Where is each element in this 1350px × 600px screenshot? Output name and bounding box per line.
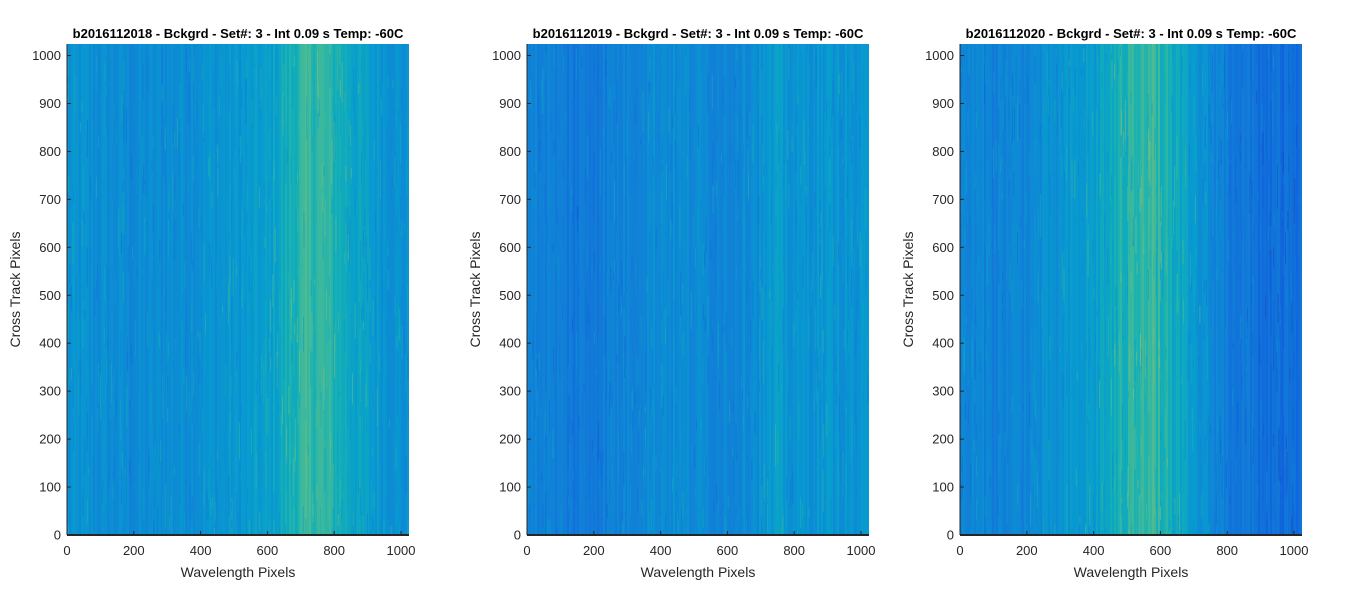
x-tick-label: 400 (190, 543, 212, 558)
x-tick-label: 200 (1016, 543, 1038, 558)
x-tick-label: 200 (583, 543, 605, 558)
x-tick-label: 0 (523, 543, 530, 558)
chart-title: b2016112020 - Bckgrd - Set#: 3 - Int 0.0… (966, 26, 1297, 41)
chart-panel-2: 0 200 400 600 800 1000 0 100 200 300 400 500 600 700 8… (467, 26, 875, 580)
x-axis-label: Wavelength Pixels (181, 564, 296, 580)
chart-title: b2016112018 - Bckgrd - Set#: 3 - Int 0.0… (73, 26, 404, 41)
y-tick-label: 0 (514, 528, 521, 543)
x-axis-label: Wavelength Pixels (641, 564, 756, 580)
y-tick-label: 800 (499, 144, 521, 159)
x-axis-label: Wavelength Pixels (1074, 564, 1189, 580)
y-tick-label: 500 (499, 288, 521, 303)
heatmap-image (960, 44, 1302, 535)
y-tick-label: 800 (932, 144, 954, 159)
y-tick-label: 0 (947, 528, 954, 543)
x-tick-label: 0 (63, 543, 70, 558)
x-tick-label: 800 (783, 543, 805, 558)
y-tick-label: 200 (932, 432, 954, 447)
y-tick-label: 700 (499, 192, 521, 207)
y-tick-label: 900 (39, 96, 61, 111)
x-tick-label: 600 (257, 543, 279, 558)
x-tick-label: 1000 (1280, 543, 1309, 558)
chart-panel-3: 0 200 400 600 800 1000 0 100 200 300 400 500 600 700 8… (900, 26, 1308, 580)
y-tick-label: 800 (39, 144, 61, 159)
x-tick-label: 1000 (847, 543, 876, 558)
y-tick-label: 1000 (925, 48, 954, 63)
y-axis-label: Cross Track Pixels (900, 232, 916, 348)
x-tick-label: 400 (1083, 543, 1105, 558)
y-tick-label: 400 (499, 336, 521, 351)
y-tick-label: 1000 (32, 48, 61, 63)
y-tick-label: 100 (39, 480, 61, 495)
y-tick-label: 200 (39, 432, 61, 447)
y-tick-label: 1000 (492, 48, 521, 63)
chart-panel-1: 0 200 400 600 800 1000 0 100 200 300 400 500 600 700 8… (7, 26, 415, 580)
y-tick-label: 200 (499, 432, 521, 447)
x-tick-label: 600 (1150, 543, 1172, 558)
y-tick-label: 700 (39, 192, 61, 207)
y-tick-label: 900 (932, 96, 954, 111)
x-tick-label: 1000 (387, 543, 416, 558)
y-tick-label: 100 (499, 480, 521, 495)
x-tick-label: 600 (717, 543, 739, 558)
y-tick-label: 300 (499, 384, 521, 399)
y-tick-label: 600 (932, 240, 954, 255)
y-tick-label: 400 (39, 336, 61, 351)
x-tick-label: 800 (1216, 543, 1238, 558)
y-tick-label: 600 (39, 240, 61, 255)
y-tick-label: 0 (54, 528, 61, 543)
heatmap-image (527, 44, 869, 535)
y-tick-label: 300 (932, 384, 954, 399)
y-tick-label: 500 (932, 288, 954, 303)
y-tick-label: 100 (932, 480, 954, 495)
chart-title: b2016112019 - Bckgrd - Set#: 3 - Int 0.0… (533, 26, 864, 41)
x-tick-label: 0 (956, 543, 963, 558)
y-tick-label: 600 (499, 240, 521, 255)
x-tick-label: 800 (323, 543, 345, 558)
y-tick-label: 900 (499, 96, 521, 111)
y-tick-label: 700 (932, 192, 954, 207)
x-tick-label: 400 (650, 543, 672, 558)
heatmap-image (67, 44, 409, 535)
y-tick-label: 500 (39, 288, 61, 303)
y-tick-label: 300 (39, 384, 61, 399)
y-axis-label: Cross Track Pixels (467, 232, 483, 348)
y-axis-label: Cross Track Pixels (7, 232, 23, 348)
x-tick-label: 200 (123, 543, 145, 558)
y-tick-label: 400 (932, 336, 954, 351)
